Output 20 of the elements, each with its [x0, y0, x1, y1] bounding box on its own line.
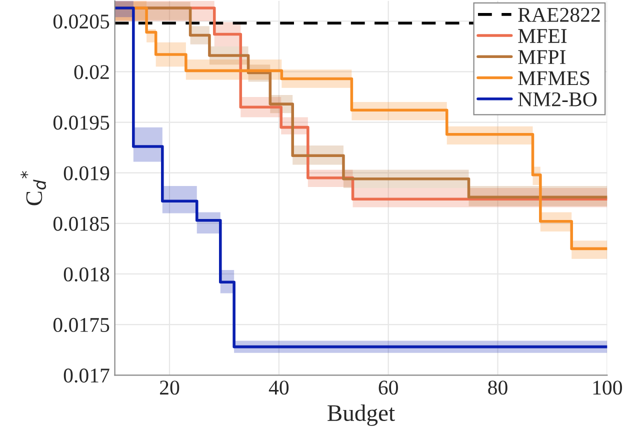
legend-label: MFEI — [518, 29, 567, 43]
x-tick-label: 40 — [268, 380, 289, 395]
y-tick-label: 0.0185 — [53, 216, 110, 231]
y-axis-title: C$_{d}$$^{*}$ — [20, 171, 46, 206]
x-tick-label: 100 — [593, 380, 622, 395]
x-axis-title: Budget — [328, 404, 395, 426]
y-tick-label: 0.017 — [64, 368, 110, 383]
y-tick-label: 0.0205 — [53, 14, 110, 29]
y-tick-label: 0.0195 — [53, 116, 110, 130]
x-tick-label: 20 — [160, 380, 180, 395]
y-tick-label: 0.019 — [64, 166, 110, 180]
legend-label: MFMES — [518, 71, 590, 86]
x-tick-label: 60 — [378, 380, 398, 395]
legend-label: RAE2822 — [518, 8, 600, 22]
y-tick-label: 0.018 — [64, 267, 110, 282]
legend-label: MFPI — [518, 50, 566, 64]
legend-label: NM2-BO — [518, 92, 597, 106]
y-tick-label: 0.0175 — [53, 318, 110, 332]
y-tick-label: 0.02 — [74, 65, 109, 80]
x-tick-label: 80 — [488, 380, 508, 395]
